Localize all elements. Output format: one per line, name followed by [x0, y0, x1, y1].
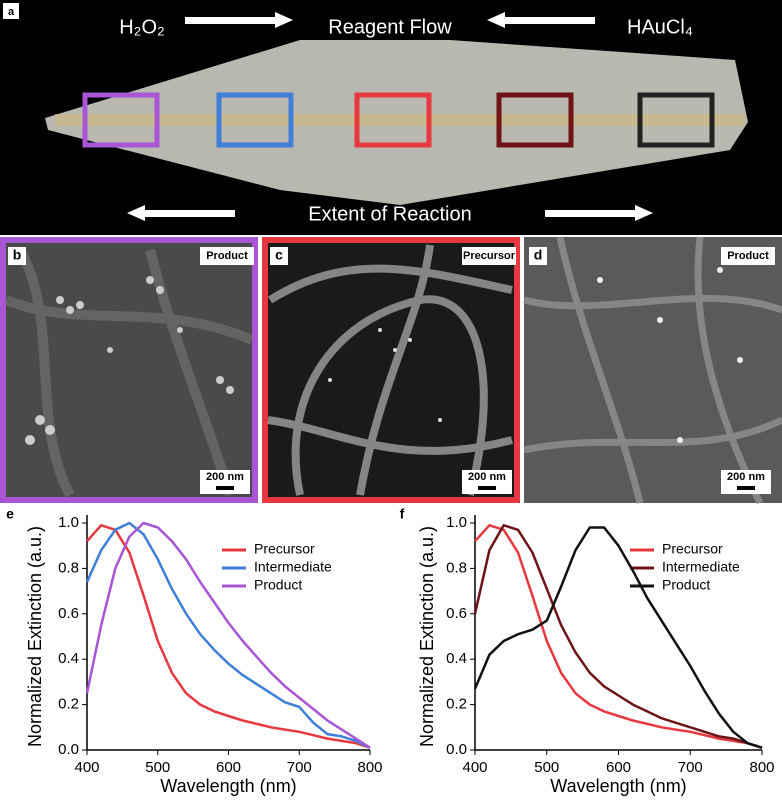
legend-label: Precursor: [662, 541, 723, 557]
y-tick-label: 0.4: [58, 650, 79, 667]
x-axis-label: Wavelength (nm): [550, 776, 686, 796]
panel-label: a: [8, 6, 15, 18]
y-tick-label: 0.6: [58, 605, 79, 622]
flow-label: Reagent Flow: [328, 16, 452, 38]
sem-c: [262, 237, 520, 503]
y-tick-label: 0.0: [58, 741, 79, 758]
x-tick-label: 500: [145, 759, 170, 776]
y-tick-label: 0.6: [446, 605, 467, 622]
tag: Product: [727, 250, 769, 262]
region-box: [637, 92, 715, 148]
arrows: [127, 12, 653, 221]
x-tick-label: 500: [534, 759, 559, 776]
x-tick-label: 800: [357, 759, 382, 776]
panel-label: d: [534, 247, 543, 263]
tag-box: [200, 247, 254, 265]
panel-label-box: [529, 247, 547, 265]
y-tick-label: 0.0: [446, 741, 467, 758]
region-box: [496, 92, 574, 148]
series-line: [473, 526, 763, 749]
series-line: [85, 521, 371, 749]
panel-label-box: [3, 3, 19, 19]
panel-label-box: [8, 247, 26, 265]
x-axis-label: Wavelength (nm): [160, 776, 296, 796]
y-tick-label: 1.0: [446, 514, 467, 531]
x-tick-label: 700: [287, 759, 312, 776]
panel-label: f: [400, 506, 405, 522]
tag: Precursor: [463, 250, 516, 262]
scale-bar: [478, 486, 496, 490]
region-box: [354, 92, 432, 148]
series-line: [85, 521, 371, 749]
region-box: [82, 92, 160, 148]
legend-label: Precursor: [254, 541, 315, 557]
y-tick-label: 0.4: [446, 650, 467, 667]
panel-label-box: [270, 247, 288, 265]
scale-label: 200 nm: [468, 471, 506, 483]
series-line: [473, 524, 763, 749]
scale-label: 200 nm: [727, 471, 765, 483]
region-box: [216, 92, 294, 148]
y-tick-label: 0.2: [446, 696, 467, 713]
series-line: [474, 524, 763, 749]
reaction-label: Extent of Reaction: [308, 203, 471, 225]
x-tick-label: 600: [216, 759, 241, 776]
tag-box: [462, 247, 516, 265]
x-tick-label: 400: [462, 759, 487, 776]
legend-label: Intermediate: [254, 559, 332, 575]
legend-label: Intermediate: [662, 559, 740, 575]
x-tick-label: 400: [74, 759, 99, 776]
sem-d: [523, 236, 782, 505]
sem-b: [0, 237, 258, 503]
x-tick-label: 800: [749, 759, 774, 776]
y-axis-label: Normalized Extinction (a.u.): [25, 526, 45, 747]
series-line: [86, 524, 371, 749]
y-tick-label: 0.2: [58, 696, 79, 713]
y-tick-label: 0.8: [446, 559, 467, 576]
scale-bar: [216, 486, 234, 490]
x-tick-label: 600: [606, 759, 631, 776]
y-tick-label: 0.8: [58, 559, 79, 576]
reagent-label: HAuCl₄: [627, 16, 693, 38]
y-axis-label: Normalized Extinction (a.u.): [417, 526, 437, 747]
y-tick-label: 1.0: [58, 514, 79, 531]
legend-label: Product: [254, 577, 302, 593]
panel-label: e: [6, 506, 14, 522]
legend-label: Product: [662, 577, 710, 593]
tag-box: [721, 247, 775, 265]
panel-label: c: [275, 247, 283, 263]
panel-label: b: [13, 247, 22, 263]
x-tick-label: 700: [678, 759, 703, 776]
scale-bar: [737, 486, 755, 490]
scale-label: 200 nm: [206, 471, 244, 483]
reagent-label: H₂O₂: [119, 16, 165, 38]
tag: Product: [206, 250, 248, 262]
